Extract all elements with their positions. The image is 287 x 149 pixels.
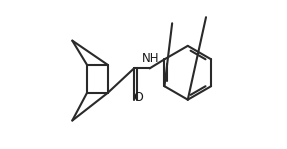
Text: NH: NH [142,52,159,65]
Text: O: O [133,91,143,104]
